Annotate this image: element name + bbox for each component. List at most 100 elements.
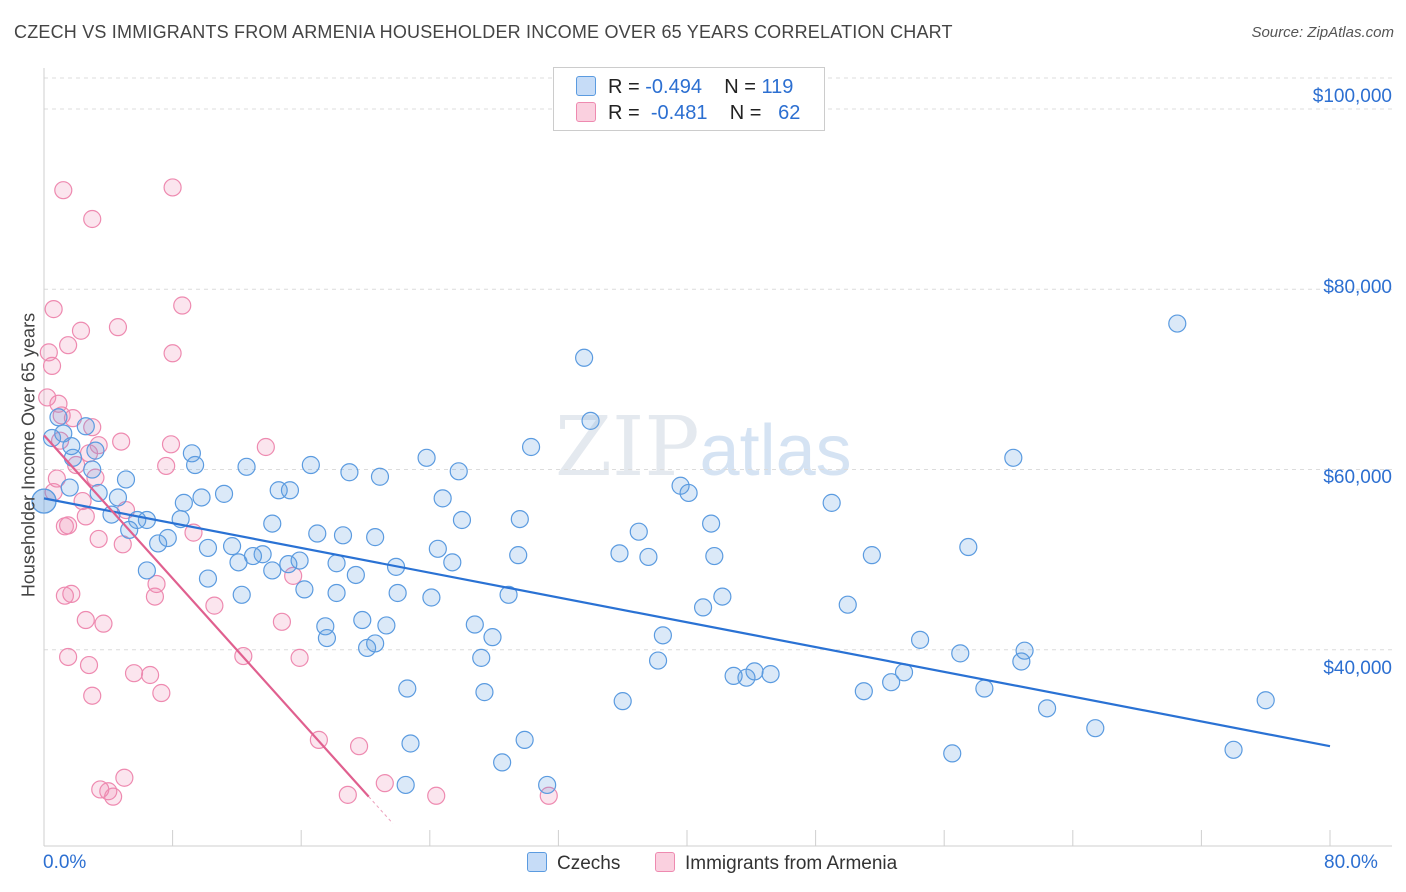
stats-row-czechs: R = -0.494 N = 119	[576, 76, 793, 99]
legend-label-czechs: Czechs	[557, 853, 621, 874]
czechs-point-61	[417, 448, 436, 467]
y-tick-label-100000: $100,000	[1312, 86, 1392, 107]
czechs-point-49	[346, 565, 365, 585]
trend-lines	[43, 434, 1331, 824]
armenia-point-23	[79, 655, 99, 675]
czechs-point-78	[538, 775, 557, 795]
czechs-point-75	[510, 509, 529, 529]
armenia-legend-icon	[655, 852, 675, 872]
czechs-point-67	[452, 510, 472, 530]
czechs-point-33	[253, 545, 272, 564]
czechs-point-22	[186, 455, 205, 475]
czechs-point-110	[1015, 641, 1034, 660]
legend-item-czechs: Czechs	[527, 852, 620, 875]
armenia-point-25	[83, 418, 102, 437]
czechs-point-23	[174, 493, 193, 512]
czechs-point-96	[761, 664, 780, 684]
czechs-point-100	[862, 546, 881, 565]
armenia-point-15	[62, 584, 81, 603]
czechs-point-74	[509, 546, 528, 565]
czechs-point-55	[377, 616, 396, 635]
czechs-point-24	[192, 488, 211, 507]
czechs-point-79	[575, 348, 594, 367]
czechs-point-85	[648, 651, 668, 670]
czechs-point-97	[822, 493, 841, 512]
armenia-trend-line	[43, 434, 370, 798]
czechs-point-115	[1256, 691, 1275, 710]
czechs-point-40	[295, 580, 314, 599]
armenia-point-31	[99, 782, 118, 801]
czechs-point-34	[263, 514, 282, 533]
armenia-point-48	[157, 456, 176, 476]
czechs-point-12	[108, 488, 128, 507]
czechs-point-1	[42, 428, 62, 448]
czechs-point-83	[629, 522, 648, 541]
czechs-point-43	[316, 617, 335, 636]
watermark-atlas: atlas	[699, 411, 852, 491]
armenia-point-28	[89, 529, 108, 549]
czechs-point-91	[705, 546, 724, 566]
armenia-point-16	[55, 586, 74, 605]
czechs-point-26	[198, 569, 218, 588]
armenia-point-8	[52, 406, 71, 425]
y-tick-label-60000: $60,000	[1323, 467, 1392, 488]
armenia-point-11	[63, 409, 83, 428]
czechs-point-64	[433, 489, 452, 508]
armenia-point-6	[47, 469, 66, 488]
chart-title: CZECH VS IMMIGRANTS FROM ARMENIA HOUSEHO…	[14, 22, 953, 42]
czechs-point-5	[76, 417, 95, 436]
czechs-points	[31, 314, 1275, 795]
czechs-point-108	[1004, 448, 1023, 467]
r-value-czechs: -0.494	[645, 76, 702, 98]
r-value-armenia: -0.481	[650, 102, 708, 124]
armenia-point-34	[108, 318, 128, 337]
armenia-point-26	[89, 436, 108, 455]
armenia-point-43	[152, 683, 171, 703]
armenia-point-39	[115, 768, 134, 787]
armenia-point-55	[290, 648, 309, 667]
source-credit: Source: ZipAtlas.com	[1251, 24, 1394, 41]
czechs-point-44	[317, 628, 337, 648]
czechs-point-18	[137, 561, 156, 580]
armenia-point-38	[124, 664, 144, 683]
czechs-point-28	[222, 537, 242, 556]
czechs-point-58	[398, 679, 417, 698]
y-tick-label-40000: $40,000	[1323, 658, 1392, 679]
czechs-point-113	[1168, 314, 1187, 333]
armenia-point-47	[161, 435, 181, 454]
armenia-point-53	[272, 612, 292, 631]
n-label: N =	[724, 76, 756, 98]
r-label: R =	[608, 102, 640, 124]
czechs-point-111	[1037, 699, 1057, 718]
czechs-trend-line	[43, 497, 1331, 748]
armenia-point-44	[163, 178, 182, 197]
czechs-point-81	[610, 544, 629, 563]
czechs-point-45	[327, 554, 346, 573]
czechs-point-54	[366, 634, 385, 653]
czechs-point-90	[702, 514, 721, 533]
czechs-point-47	[333, 526, 353, 545]
armenia-point-9	[54, 181, 73, 200]
czechs-point-46	[327, 583, 346, 603]
czechs-point-8	[60, 478, 79, 497]
armenia-point-24	[83, 209, 102, 229]
armenia-point-45	[173, 296, 192, 315]
czechs-point-10	[89, 483, 108, 503]
armenia-point-54	[284, 566, 303, 585]
czechs-point-2	[49, 408, 68, 427]
y-axis-title: Householder Income Over 65 years	[18, 312, 39, 598]
czechs-point-106	[959, 537, 978, 557]
czechs-point-73	[499, 585, 518, 604]
czechs-point-72	[493, 753, 512, 772]
armenia-point-50	[205, 596, 224, 615]
armenia-point-42	[145, 587, 165, 606]
armenia-point-3	[44, 300, 63, 319]
czechs-swatch-icon	[576, 76, 596, 96]
armenia-point-46	[163, 344, 182, 363]
czechs-point-38	[279, 555, 298, 574]
czechs-point-13	[102, 505, 121, 524]
czechs-point-98	[838, 595, 857, 614]
czechs-point-59	[401, 734, 420, 753]
czechs-point-104	[943, 744, 962, 763]
